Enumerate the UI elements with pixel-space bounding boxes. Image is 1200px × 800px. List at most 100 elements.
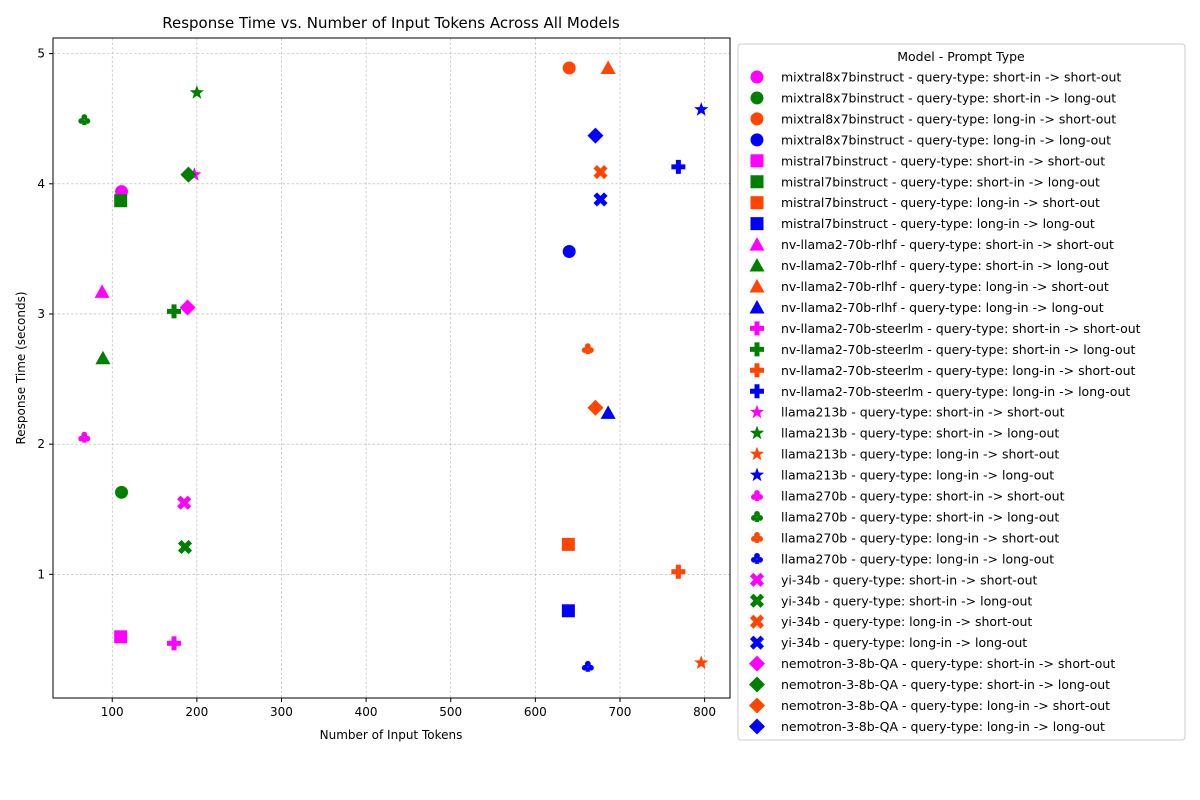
data-point-x [177, 539, 193, 555]
legend-marker-club [751, 511, 763, 522]
legend-title: Model - Prompt Type [897, 49, 1025, 64]
data-point-club [581, 343, 594, 355]
legend-label: llama270b - query-type: long-in -> short… [781, 530, 1059, 545]
legend-label: mixtral8x7binstruct - query-type: long-i… [781, 132, 1111, 147]
legend-label: nemotron-3-8b-QA - query-type: long-in -… [781, 719, 1105, 734]
plot-frame [52, 37, 731, 699]
legend-marker-diamond [749, 676, 765, 693]
legend-marker-triangle [749, 237, 765, 251]
legend-label: llama213b - query-type: short-in -> shor… [781, 405, 1065, 420]
y-tick-label: 5 [37, 47, 45, 61]
data-point-triangle [95, 350, 111, 365]
data-point-diamond [179, 299, 196, 316]
legend-label: llama270b - query-type: short-in -> long… [781, 509, 1059, 524]
legend-marker-club [751, 532, 763, 543]
data-point-plus [167, 636, 182, 651]
legend: Model - Prompt Type mixtral8x7binstruct … [737, 43, 1186, 741]
y-tick-label: 2 [37, 437, 45, 451]
legend-marker-square [750, 196, 764, 210]
legend-marker-x [749, 614, 765, 629]
legend-marker-plus [750, 342, 764, 357]
x-tick-label: 200 [185, 705, 208, 719]
legend-marker-plus [750, 384, 764, 399]
x-tick-label: 800 [693, 705, 716, 719]
legend-marker-triangle [749, 279, 765, 293]
axis-ticks: 100 200 300 400 500 600 700 800 1 2 3 4 5 [37, 47, 716, 719]
legend-marker-circle [750, 112, 764, 126]
legend-marker-square [750, 175, 764, 189]
y-axis-label: Response Time (seconds) [14, 291, 28, 444]
data-point-star [694, 102, 709, 116]
x-tick-label: 400 [355, 705, 378, 719]
legend-entries: mixtral8x7binstruct - query-type: short-… [749, 70, 1141, 735]
data-point-club [78, 431, 91, 443]
legend-label: yi-34b - query-type: short-in -> short-o… [781, 572, 1038, 587]
data-point-star [189, 85, 204, 99]
legend-marker-plus [750, 321, 764, 336]
legend-label: llama213b - query-type: long-in -> long-… [781, 468, 1054, 483]
legend-marker-plus [750, 363, 764, 378]
legend-label: yi-34b - query-type: long-in -> short-ou… [781, 614, 1032, 629]
legend-marker-club [751, 552, 763, 564]
legend-marker-triangle [749, 299, 765, 314]
data-point-square [561, 537, 575, 551]
data-point-x [593, 192, 608, 207]
legend-label: yi-34b - query-type: short-in -> long-ou… [781, 593, 1032, 608]
legend-label: mixtral8x7binstruct - query-type: short-… [781, 70, 1121, 85]
legend-label: nv-llama2-70b-steerlm - query-type: shor… [781, 342, 1136, 357]
legend-marker-star [749, 425, 765, 440]
legend-label: nemotron-3-8b-QA - query-type: short-in … [781, 656, 1115, 671]
data-point-circle [115, 485, 129, 499]
chart-title: Response Time vs. Number of Input Tokens… [162, 14, 620, 32]
data-point-diamond [587, 127, 604, 144]
data-point-plus [167, 304, 182, 319]
data-point-square [114, 630, 128, 644]
legend-label: nv-llama2-70b-rlhf - query-type: long-in… [781, 279, 1109, 294]
data-point-x [177, 495, 192, 510]
legend-label: nv-llama2-70b-rlhf - query-type: long-in… [781, 300, 1104, 315]
data-point-diamond [180, 166, 197, 183]
legend-label: mistral7binstruct - query-type: long-in … [781, 216, 1095, 231]
x-axis-label: Number of Input Tokens [320, 728, 463, 742]
legend-box [737, 43, 1186, 741]
legend-marker-diamond [749, 655, 765, 672]
legend-marker-square [750, 154, 764, 168]
legend-label: nv-llama2-70b-steerlm - query-type: long… [781, 384, 1130, 399]
x-tick-label: 600 [524, 705, 547, 719]
data-points [78, 60, 709, 672]
data-point-circle [562, 61, 576, 75]
data-point-triangle [600, 60, 616, 74]
legend-label: mistral7binstruct - query-type: long-in … [781, 195, 1100, 210]
data-point-club [78, 114, 91, 126]
x-tick-label: 700 [609, 705, 632, 719]
y-tick-label: 3 [37, 307, 45, 321]
legend-label: nv-llama2-70b-rlhf - query-type: short-i… [781, 237, 1114, 252]
grid-layer [53, 38, 730, 698]
legend-marker-club [751, 490, 763, 501]
legend-label: nv-llama2-70b-steerlm - query-type: long… [781, 363, 1136, 378]
legend-label: mixtral8x7binstruct - query-type: short-… [781, 90, 1116, 105]
legend-marker-x [749, 635, 765, 650]
legend-label: llama213b - query-type: long-in -> short… [781, 447, 1059, 462]
data-point-star [694, 655, 709, 669]
data-point-diamond [587, 399, 604, 416]
data-point-circle [562, 244, 576, 258]
legend-marker-x [749, 572, 765, 587]
legend-label: llama270b - query-type: short-in -> shor… [781, 489, 1065, 504]
y-tick-label: 1 [37, 567, 45, 581]
data-point-plus [671, 159, 686, 174]
legend-label: nv-llama2-70b-steerlm - query-type: shor… [781, 321, 1141, 336]
data-point-triangle [94, 284, 110, 298]
x-tick-label: 100 [101, 705, 124, 719]
legend-label: nv-llama2-70b-rlhf - query-type: short-i… [781, 258, 1109, 273]
legend-marker-circle [750, 91, 764, 105]
legend-marker-diamond [749, 718, 765, 735]
legend-label: llama213b - query-type: short-in -> long… [781, 426, 1059, 441]
data-point-triangle [600, 405, 616, 419]
legend-marker-diamond [749, 697, 765, 714]
legend-label: mistral7binstruct - query-type: short-in… [781, 153, 1105, 168]
legend-marker-circle [750, 133, 764, 147]
legend-label: nemotron-3-8b-QA - query-type: short-in … [781, 677, 1110, 692]
